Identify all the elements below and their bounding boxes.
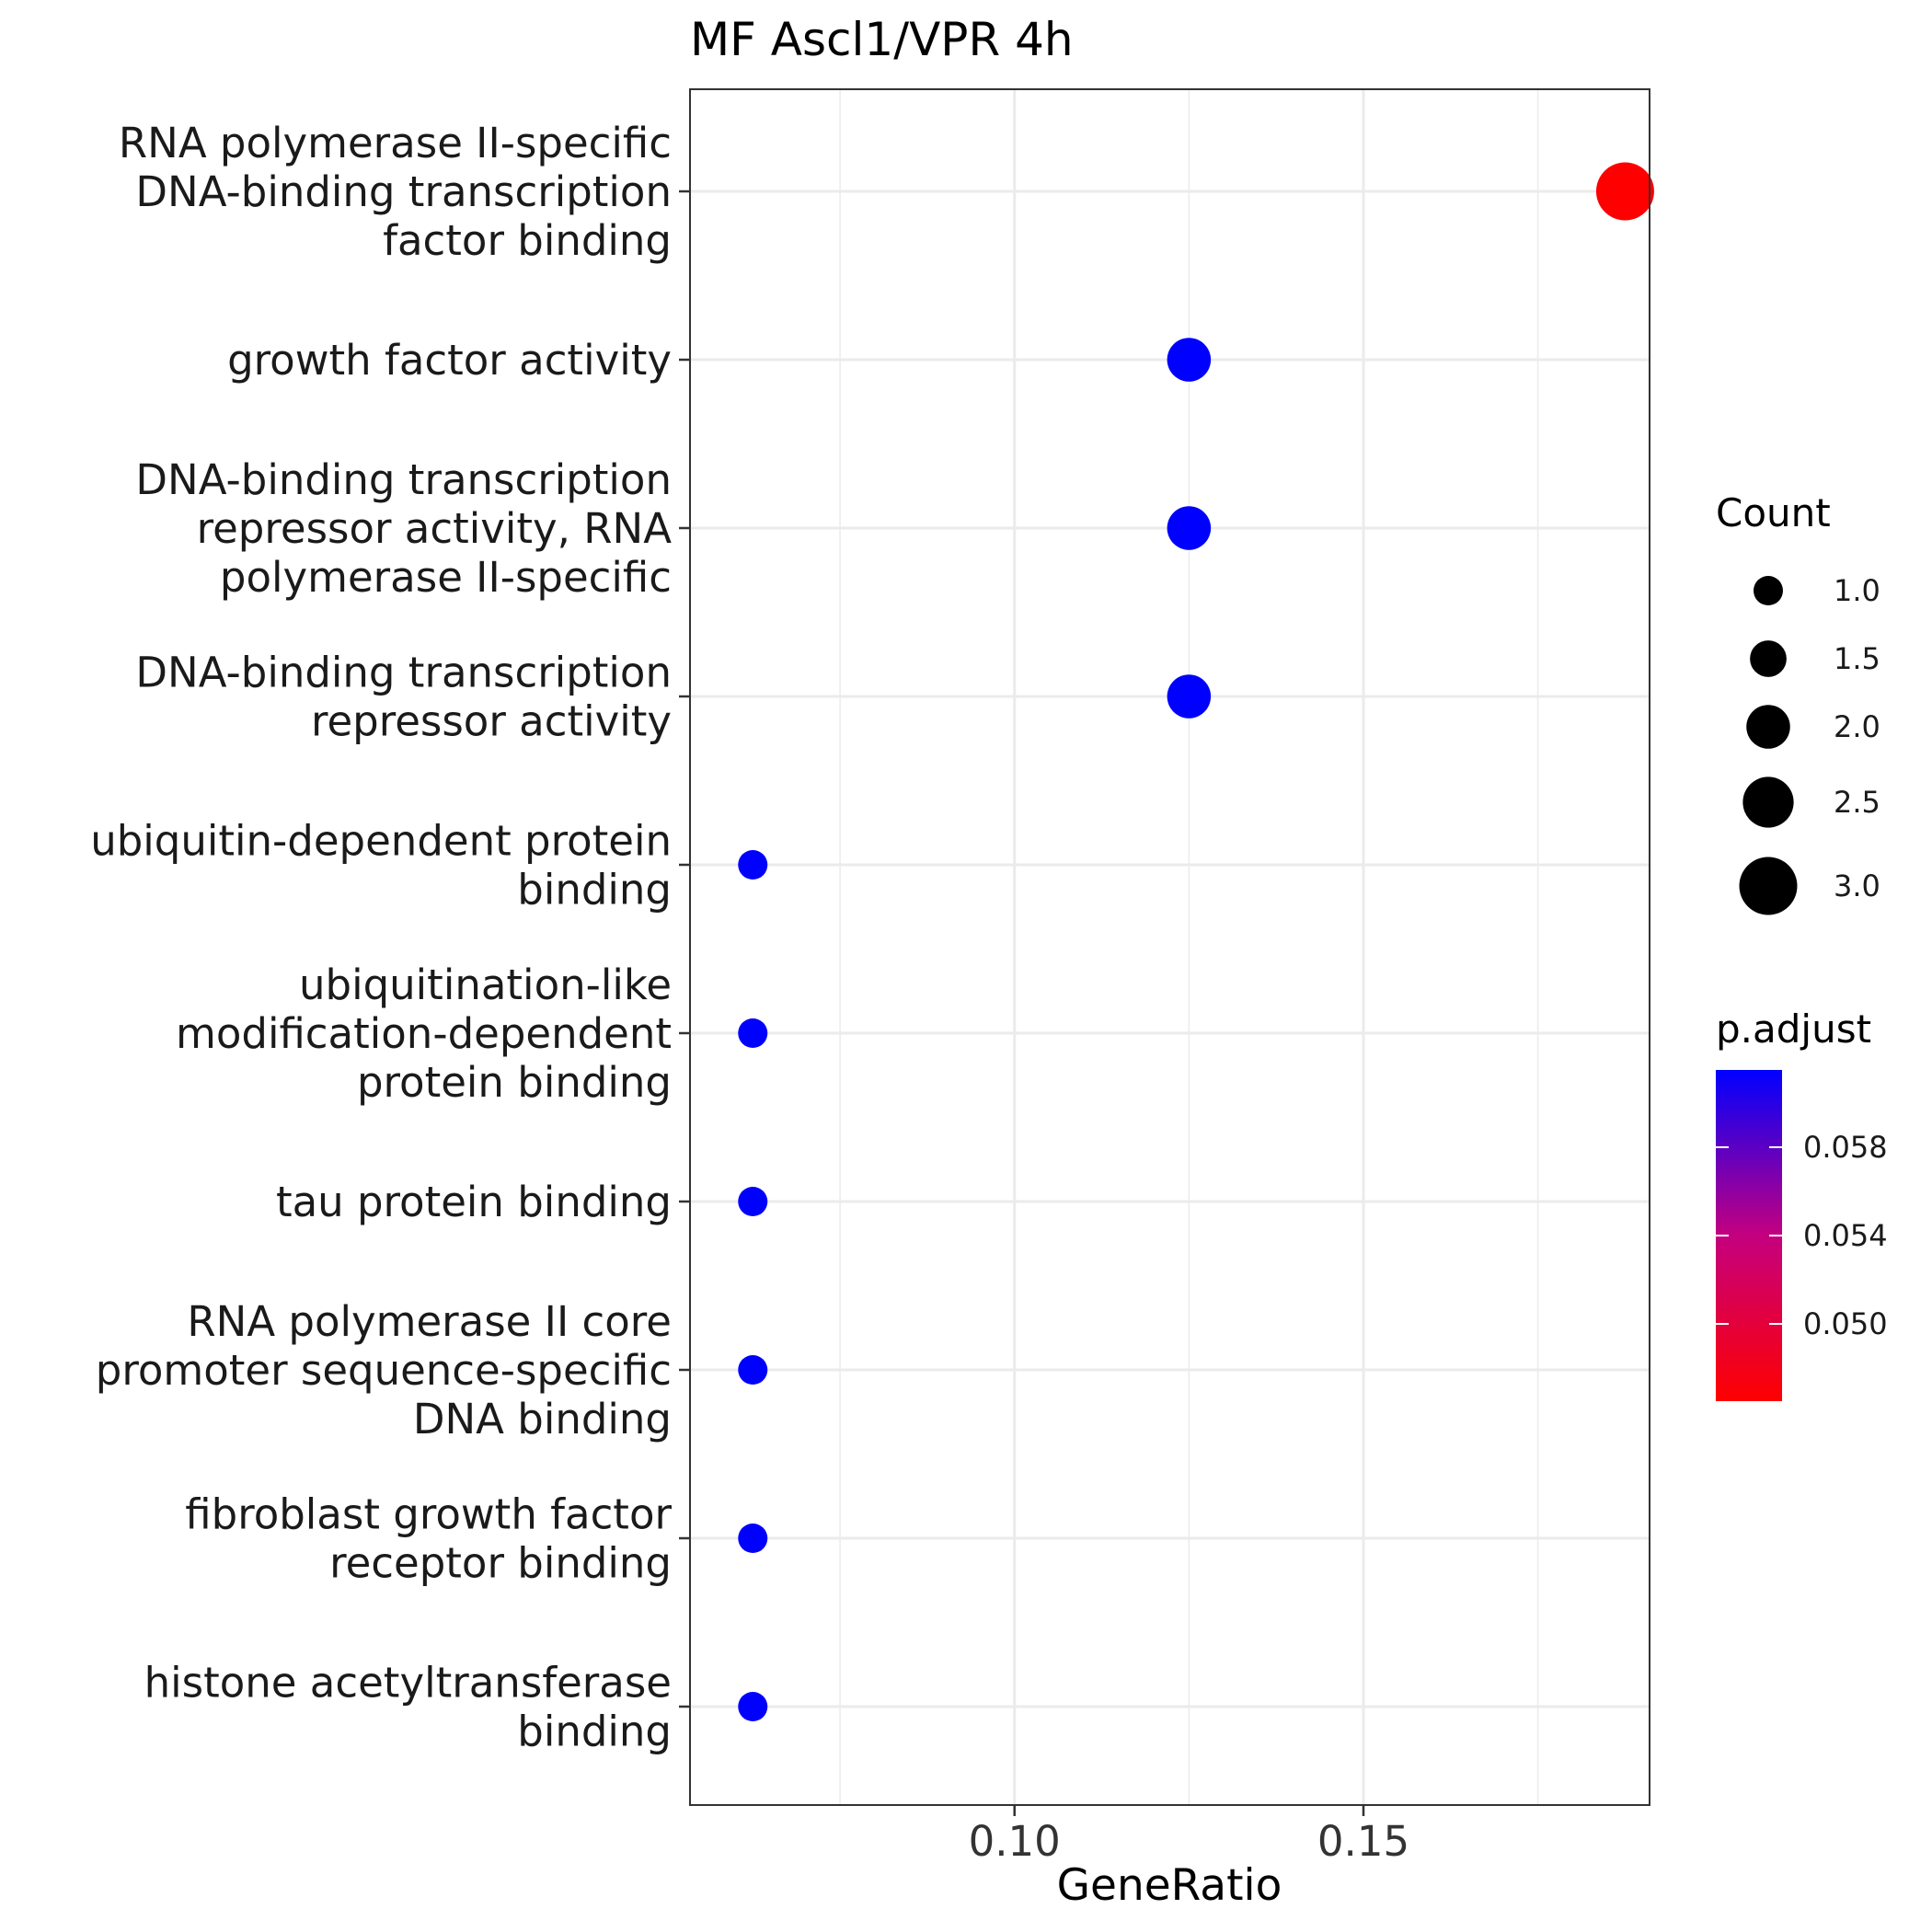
data-point-1 — [1167, 338, 1212, 382]
x-axis-title: GeneRatio — [1057, 1860, 1282, 1911]
x-axis: 0.10 0.15 — [969, 1805, 1409, 1866]
plot-panel — [690, 89, 1650, 1805]
x-tick-label-1: 0.15 — [1317, 1817, 1409, 1866]
count-legend-key-4 — [1739, 857, 1798, 915]
count-legend-key-2 — [1746, 705, 1790, 749]
chart-title: MF Ascl1/VPR 4h — [690, 13, 1074, 66]
data-point-9 — [738, 1692, 768, 1721]
count-legend-label-0: 1.0 — [1834, 573, 1880, 608]
data-point-4 — [738, 850, 768, 880]
count-legend: 1.0 1.5 2.0 2.5 3.0 — [1739, 573, 1880, 915]
x-tick-label-0: 0.10 — [969, 1817, 1061, 1866]
data-point-2 — [1167, 506, 1212, 550]
y-tick-label-3: DNA-binding transcription repressor activ… — [135, 649, 672, 746]
padjust-legend-title: p.adjust — [1716, 1006, 1871, 1052]
count-legend-label-4: 3.0 — [1834, 868, 1880, 903]
y-tick-label-5: ubiquitination-like modification-dependen… — [176, 960, 672, 1107]
count-legend-key-1 — [1750, 640, 1787, 677]
count-legend-key-3 — [1742, 776, 1794, 828]
y-tick-label-7: RNA polymerase II core promoter sequence-… — [96, 1297, 672, 1443]
count-legend-label-3: 2.5 — [1834, 785, 1880, 820]
data-point-6 — [738, 1187, 768, 1216]
y-tick-label-0: RNA polymerase II-specific DNA-binding tr… — [119, 119, 672, 265]
data-point-3 — [1167, 674, 1212, 719]
y-tick-label-2: DNA-binding transcription repressor activ… — [135, 455, 672, 602]
plot-border — [689, 88, 1650, 1806]
y-tick-label-4: ubiquitin-dependent protein binding — [90, 817, 672, 914]
data-point-0 — [1595, 162, 1654, 221]
data-point-7 — [738, 1355, 768, 1385]
count-legend-title: Count — [1716, 490, 1831, 535]
y-tick-label-9: histone acetyltransferase binding — [144, 1659, 672, 1756]
padjust-tick-label-1: 0.054 — [1803, 1218, 1888, 1253]
data-point-8 — [738, 1524, 768, 1553]
padjust-tick-label-2: 0.050 — [1803, 1306, 1888, 1341]
y-tick-label-6: tau protein binding — [276, 1178, 672, 1226]
data-points — [738, 162, 1654, 1721]
padjust-legend: 0.058 0.054 0.050 — [1716, 1130, 1888, 1341]
major-gridlines — [690, 89, 1650, 1805]
y-tick-label-1: growth factor activity — [227, 336, 672, 385]
padjust-tick-label-0: 0.058 — [1803, 1130, 1888, 1165]
count-legend-key-0 — [1754, 576, 1783, 605]
count-legend-label-1: 1.5 — [1834, 641, 1880, 676]
count-legend-label-2: 2.0 — [1834, 709, 1880, 744]
y-axis: RNA polymerase II-specific DNA-binding tr… — [90, 119, 690, 1756]
data-point-5 — [738, 1018, 768, 1048]
y-tick-label-8: fibroblast growth factor receptor binding — [185, 1490, 672, 1588]
